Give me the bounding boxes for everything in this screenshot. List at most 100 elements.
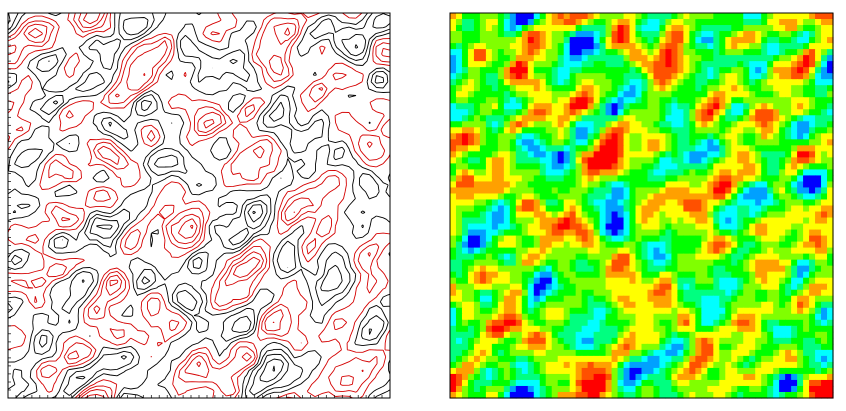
heatmap-cell [827, 115, 834, 122]
heatmap-cell [707, 49, 714, 56]
heatmap-cell [575, 283, 583, 291]
heatmap-cell [593, 151, 601, 158]
heatmap-cell [683, 325, 690, 333]
heatmap-cell [605, 211, 613, 219]
heatmap-cell [593, 229, 601, 237]
heatmap-cell [827, 175, 834, 183]
heatmap-cell [707, 223, 714, 231]
heatmap-cell [527, 73, 535, 80]
heatmap-cell [509, 361, 517, 369]
heatmap-cell [629, 31, 637, 38]
heatmap-cell [749, 73, 756, 80]
heatmap-cell [791, 61, 798, 68]
heatmap-cell [503, 61, 511, 68]
heatmap-cell [593, 163, 601, 171]
heatmap-cell [593, 295, 601, 303]
heatmap-cell [731, 277, 738, 285]
heatmap-cell [797, 301, 804, 309]
heatmap-cell [527, 19, 535, 26]
heatmap-cell [719, 271, 726, 279]
heatmap-cell [593, 385, 601, 393]
heatmap-cell [677, 319, 684, 327]
heatmap-cell [719, 133, 726, 140]
heatmap-cell [623, 331, 631, 339]
heatmap-cell [653, 331, 661, 339]
heatmap-cell [689, 235, 696, 243]
heatmap-cell [755, 283, 762, 291]
heatmap-cell [737, 145, 744, 152]
heatmap-cell [593, 331, 601, 339]
heatmap-cell [587, 253, 595, 261]
heatmap-cell [623, 163, 631, 171]
heatmap-cell [563, 181, 571, 189]
heatmap-cell [623, 133, 631, 140]
heatmap-cell [569, 313, 577, 321]
heatmap-cell [509, 73, 517, 80]
heatmap-cell [455, 121, 463, 128]
heatmap-cell [497, 325, 505, 333]
heatmap-cell [767, 145, 774, 152]
heatmap-cell [755, 115, 762, 122]
heatmap-cell [815, 271, 822, 279]
heatmap-cell [611, 265, 619, 273]
heatmap-cell [701, 145, 708, 152]
heatmap-cell [677, 139, 684, 146]
heatmap-cell [713, 43, 720, 50]
heatmap-cell [761, 331, 768, 339]
heatmap-cell [653, 37, 661, 44]
heatmap-cell [629, 79, 637, 86]
heatmap-cell [749, 79, 756, 86]
heatmap-cell [473, 13, 481, 20]
heatmap-cell [611, 85, 619, 92]
heatmap-cell [641, 307, 649, 315]
heatmap-cell [509, 247, 517, 255]
heatmap-cell [617, 253, 625, 261]
heatmap-cell [533, 133, 541, 140]
heatmap-cell [665, 139, 673, 146]
heatmap-cell [527, 271, 535, 279]
heatmap-cell [647, 181, 655, 189]
heatmap-cell [581, 61, 589, 68]
heatmap-cell [450, 67, 457, 74]
heatmap-cell [719, 331, 726, 339]
heatmap-cell [755, 169, 762, 177]
heatmap-cell [785, 247, 792, 255]
heatmap-cell [719, 199, 726, 207]
heatmap-cell [707, 301, 714, 309]
heatmap-cell [677, 61, 684, 68]
heatmap-cell [455, 49, 463, 56]
heatmap-cell [509, 19, 517, 26]
heatmap-cell [467, 319, 475, 327]
heatmap-cell [701, 205, 708, 213]
heatmap-cell [515, 115, 523, 122]
heatmap-cell [803, 157, 810, 164]
heatmap-cell [629, 259, 637, 267]
heatmap-cell [593, 67, 601, 74]
heatmap-cell [707, 211, 714, 219]
heatmap-cell [713, 157, 720, 164]
heatmap-cell [467, 55, 475, 62]
heatmap-cell [821, 61, 828, 68]
heatmap-cell [563, 283, 571, 291]
heatmap-cell [773, 313, 780, 321]
heatmap-cell [503, 199, 511, 207]
heatmap-cell [689, 55, 696, 62]
heatmap-cell [797, 205, 804, 213]
heatmap-cell [539, 139, 547, 146]
heatmap-cell [599, 25, 607, 32]
heatmap-cell [803, 301, 810, 309]
heatmap-cell [677, 271, 684, 279]
heatmap-cell [719, 337, 726, 345]
heatmap-cell [725, 247, 732, 255]
heatmap-cell [497, 187, 505, 195]
heatmap-cell [461, 151, 469, 158]
heatmap-cell [707, 37, 714, 44]
heatmap-cell [617, 301, 625, 309]
heatmap-cell [815, 289, 822, 297]
heatmap-cell [725, 199, 732, 207]
heatmap-cell [485, 175, 493, 183]
heatmap-cell [611, 37, 619, 44]
heatmap-cell [647, 319, 655, 327]
heatmap-cell [521, 37, 529, 44]
heatmap-cell [527, 229, 535, 237]
